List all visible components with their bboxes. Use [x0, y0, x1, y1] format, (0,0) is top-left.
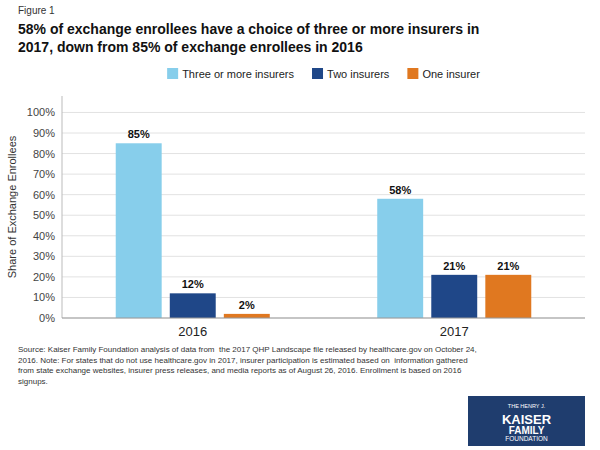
- source-note: 2016. Note: For states that do not use h…: [18, 356, 468, 365]
- y-tick-label: 50%: [33, 209, 55, 221]
- data-label: 85%: [128, 128, 150, 140]
- data-labels: 85% 12% 2% 58% 21% 21%: [128, 128, 520, 311]
- legend-swatch: [407, 68, 418, 79]
- y-tick-label: 0%: [39, 312, 55, 324]
- bars: [116, 143, 532, 318]
- y-tick-label: 60%: [33, 189, 55, 201]
- title: 2017, down from 85% of exchange enrollee…: [18, 39, 363, 55]
- y-tick-label: 30%: [33, 250, 55, 262]
- title: 58% of exchange enrollees have a choice …: [18, 21, 479, 37]
- y-tick-label: 80%: [33, 148, 55, 160]
- bar: [170, 293, 216, 318]
- y-tick-label: 90%: [33, 127, 55, 139]
- bar: [116, 143, 162, 318]
- source-note: signups.: [18, 377, 48, 386]
- y-tick-label: 40%: [33, 230, 55, 242]
- legend-label: Three or more insurers: [182, 68, 294, 80]
- figure-label: Figure 1: [18, 5, 55, 16]
- legend-swatch: [312, 68, 323, 79]
- bar: [431, 275, 477, 318]
- chart: Figure 1 58% of exchange enrollees have a…: [0, 0, 600, 450]
- x-axis-line: [62, 318, 585, 319]
- bar: [224, 314, 270, 318]
- data-label: 2%: [239, 299, 255, 311]
- source-note: Source: Kaiser Family Foundation analysi…: [18, 345, 477, 354]
- legend-label: Two insurers: [327, 68, 390, 80]
- legend-label: One insurer: [422, 68, 480, 80]
- x-tick-label: 2016: [178, 324, 207, 339]
- y-tick-label: 10%: [33, 291, 55, 303]
- y-axis: 0% 10% 20% 30% 40% 50% 60% 70% 80% 90% 100%: [27, 96, 585, 324]
- data-label: 58%: [389, 184, 411, 196]
- y-tick-label: 70%: [33, 168, 55, 180]
- logo: THE HENRY J.KAISERFAMILYFOUNDATION: [468, 396, 585, 446]
- legend: Three or more insurers Two insurers One in…: [167, 68, 480, 80]
- legend-item: Two insurers: [312, 68, 390, 80]
- y-tick-label: 100%: [27, 106, 55, 118]
- grid-line: [62, 318, 585, 319]
- data-label: 21%: [443, 260, 465, 272]
- legend-item: Three or more insurers: [167, 68, 294, 80]
- bar: [377, 199, 423, 318]
- logo-text: FAMILY: [509, 425, 545, 436]
- data-label: 12%: [182, 278, 204, 290]
- data-label: 21%: [497, 260, 519, 272]
- y-axis-line: [62, 96, 63, 318]
- y-axis-label: Share of Exchange Enrollees: [6, 135, 18, 278]
- x-tick-label: 2017: [440, 324, 469, 339]
- source-note: from state exchange websites, insurer pr…: [18, 366, 462, 375]
- logo-text: FOUNDATION: [505, 435, 548, 442]
- bar: [485, 275, 531, 318]
- logo-box: [468, 396, 585, 446]
- grid-line: [62, 112, 585, 113]
- legend-item: One insurer: [407, 68, 480, 80]
- logo-text: THE HENRY J.: [508, 403, 546, 409]
- y-tick-label: 20%: [33, 271, 55, 283]
- legend-swatch: [167, 68, 178, 79]
